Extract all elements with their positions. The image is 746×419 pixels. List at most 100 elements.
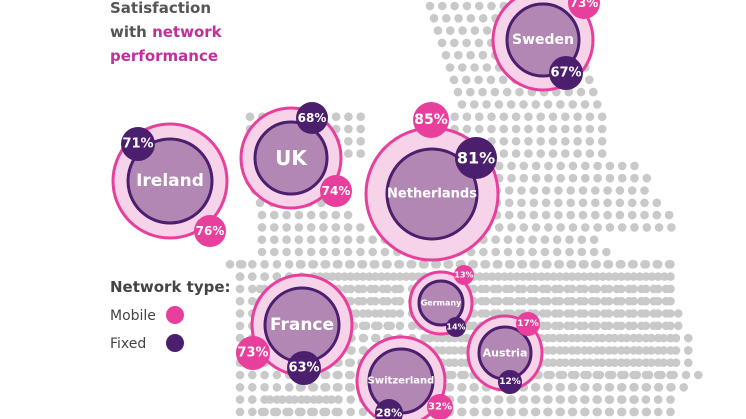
map-dot — [506, 407, 515, 417]
france-fixed-badge — [287, 351, 321, 385]
ireland-fixed-ring — [126, 137, 214, 225]
map-dot — [589, 235, 599, 244]
map-dot — [561, 272, 571, 281]
map-dot — [511, 149, 521, 158]
map-dot — [629, 296, 638, 306]
map-dot — [321, 260, 331, 269]
map-dot — [664, 210, 674, 220]
map-dot — [610, 272, 620, 281]
map-dot — [641, 321, 651, 331]
map-dot — [235, 309, 245, 318]
map-dot — [666, 296, 675, 306]
map-dot — [555, 272, 565, 281]
map-dot — [334, 395, 343, 404]
map-dot — [653, 358, 663, 368]
map-dot — [334, 407, 343, 417]
map-dot — [537, 272, 546, 281]
map-dot — [358, 346, 368, 355]
map-dot — [641, 383, 651, 392]
map-dot — [617, 383, 626, 392]
map-dot — [507, 223, 516, 232]
map-dot — [516, 235, 525, 244]
map-dot — [395, 321, 405, 331]
map-dot — [470, 26, 480, 35]
map-dot — [597, 112, 607, 121]
map-dot — [494, 260, 503, 269]
germany-label: Germany — [421, 299, 462, 308]
map-dot — [260, 395, 269, 404]
map-dot — [519, 173, 529, 183]
map-dot — [604, 346, 614, 355]
map-dot — [478, 50, 488, 60]
map-dot — [652, 198, 662, 208]
map-dot — [309, 407, 319, 417]
map-dot — [481, 272, 491, 281]
map-dot — [524, 137, 533, 146]
map-dot — [593, 161, 602, 171]
austria-fixed-value: 12% — [499, 377, 521, 387]
map-dot — [543, 296, 552, 306]
map-dot — [554, 198, 563, 208]
map-dot — [420, 333, 429, 343]
map-dot — [641, 370, 651, 380]
switzerland-fixed-value: 28% — [376, 407, 402, 419]
map-dot — [641, 296, 651, 306]
map-dot — [543, 309, 552, 318]
map-dot — [499, 137, 509, 146]
map-dot — [331, 223, 341, 232]
legend-fixed: Fixed — [110, 334, 190, 356]
map-dot — [272, 272, 282, 281]
map-dot — [334, 272, 343, 281]
map-dot — [383, 272, 392, 281]
map-dot — [407, 272, 417, 281]
map-dot — [334, 383, 343, 392]
map-dot — [543, 333, 552, 343]
map-dot — [566, 186, 575, 195]
map-dot — [653, 395, 663, 404]
map-dot — [641, 284, 651, 294]
switzerland-fixed-badge — [375, 399, 403, 419]
map-dot — [257, 210, 267, 220]
map-dot — [642, 173, 652, 183]
bubble-sweden: Sweden 73% 67% — [491, 0, 600, 92]
map-dot — [270, 247, 279, 257]
ireland-fixed-value: 71% — [122, 137, 153, 152]
map-dot — [297, 260, 306, 269]
bubble-austria: Austria 17% 12% — [466, 312, 544, 394]
map-dot — [617, 260, 626, 269]
map-dot — [331, 235, 341, 244]
map-dot — [458, 63, 467, 72]
map-dot — [356, 149, 366, 158]
map-dot — [321, 407, 331, 417]
map-dot — [457, 100, 467, 109]
map-dot — [585, 75, 594, 85]
map-dot — [530, 260, 540, 269]
ireland-mobile-badge — [194, 215, 226, 247]
map-dot — [235, 407, 245, 417]
map-dot — [581, 161, 590, 171]
map-dot — [573, 149, 582, 158]
map-dot — [235, 321, 245, 331]
map-dot — [371, 272, 380, 281]
map-dot — [346, 370, 356, 380]
germany-fixed-badge — [446, 317, 466, 337]
map-dot — [617, 272, 626, 281]
map-dot — [444, 370, 454, 380]
legend-mobile-swatch — [166, 306, 184, 324]
map-dot — [343, 210, 353, 220]
map-dot — [604, 309, 614, 318]
map-dot — [615, 186, 625, 195]
map-dot — [358, 333, 368, 343]
map-dot — [284, 383, 294, 392]
map-dot — [444, 260, 454, 269]
austria-mobile-badge — [516, 312, 540, 336]
map-dot — [512, 272, 522, 281]
map-dot — [475, 272, 485, 281]
map-dot — [666, 395, 675, 404]
map-dot — [592, 407, 601, 417]
map-dot — [629, 358, 638, 368]
map-dot — [517, 198, 526, 208]
map-dot — [605, 161, 615, 171]
map-dot — [604, 296, 614, 306]
